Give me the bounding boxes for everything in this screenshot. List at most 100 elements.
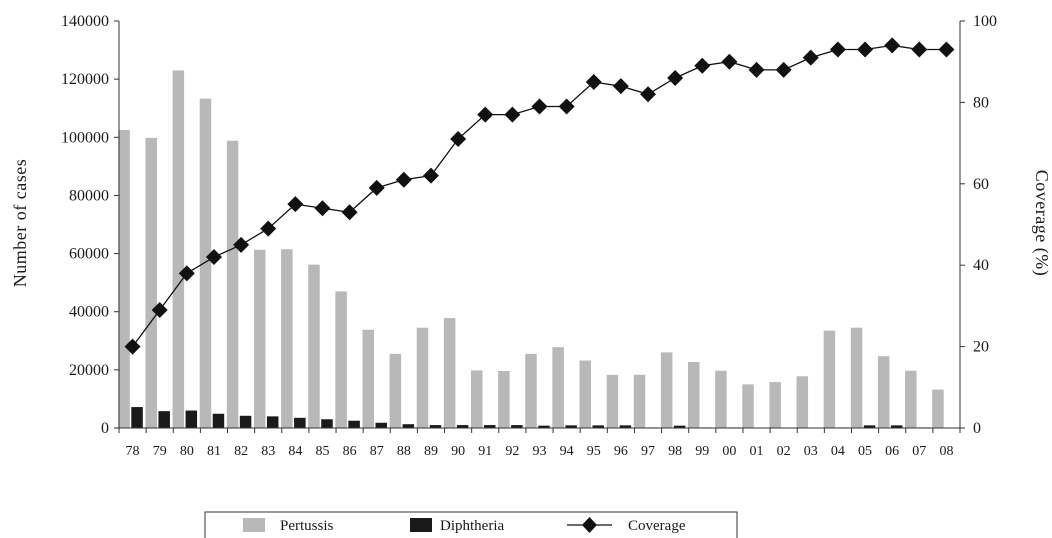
coverage-point: [694, 57, 711, 74]
pertussis-bar: [253, 249, 266, 428]
y-tick-label-left: 20000: [69, 362, 109, 379]
diphtheria-bar: [348, 420, 360, 428]
coverage-point: [829, 41, 846, 58]
right-axis-ticks: 0 20 40 60 80 100: [960, 13, 997, 437]
x-tick-label: 90: [451, 444, 465, 459]
coverage-point: [667, 69, 684, 86]
coverage-point: [178, 265, 195, 282]
y-tick-label-right: 0: [973, 420, 981, 437]
x-tick-label: 06: [885, 444, 899, 459]
x-tick-label: 87: [370, 444, 384, 459]
coverage-point: [233, 236, 250, 253]
pertussis-bar: [172, 70, 185, 429]
diphtheria-bar: [321, 419, 333, 428]
coverage-point: [911, 41, 928, 58]
coverage-point: [721, 53, 738, 70]
pertussis-bar: [389, 353, 402, 428]
pertussis-bar: [823, 330, 836, 428]
diphtheria-bars: [131, 407, 957, 428]
pertussis-bar: [470, 370, 483, 428]
pertussis-bar: [796, 376, 809, 428]
coverage-point: [640, 86, 657, 103]
y-tick-label-right: 40: [973, 257, 989, 274]
diphtheria-bar: [592, 425, 605, 428]
pertussis-bar: [932, 389, 944, 428]
diphtheria-bar: [673, 425, 686, 428]
coverage-point: [205, 249, 222, 266]
pertussis-bar: [850, 327, 863, 428]
x-tick-label: 99: [695, 444, 709, 459]
diphtheria-bar: [483, 425, 496, 428]
coverage-point: [151, 301, 168, 318]
coverage-point: [422, 167, 439, 184]
diphtheria-bar: [266, 416, 279, 428]
y-tick-label-right: 20: [973, 339, 989, 356]
x-tick-label: 82: [234, 444, 248, 459]
x-tick-label: 00: [722, 444, 736, 459]
diphtheria-bar: [375, 422, 387, 428]
x-tick-label: 94: [560, 444, 574, 459]
coverage-point: [884, 37, 901, 54]
diphtheria-bar: [158, 411, 170, 428]
x-tick-label: 83: [261, 444, 275, 459]
y-tick-label-left: 120000: [61, 71, 109, 88]
coverage-point: [558, 98, 575, 115]
x-tick-label: 02: [777, 444, 791, 459]
legend: Pertussis Diphtheria Coverage: [204, 511, 738, 538]
coverage-point: [368, 179, 385, 196]
x-tick-label: 78: [126, 444, 140, 459]
diphtheria-bar: [511, 425, 523, 428]
pertussis-bar: [308, 264, 320, 428]
pertussis-bar: [281, 249, 293, 428]
x-tick-label: 01: [750, 444, 764, 459]
coverage-point: [260, 220, 277, 237]
x-tick-label: 89: [424, 444, 438, 459]
coverage-point: [585, 74, 602, 91]
axes: [118, 21, 961, 429]
x-tick-label: 07: [912, 444, 926, 459]
y-tick-label-left: 60000: [69, 246, 109, 263]
legend-swatch-diphtheria: [410, 518, 432, 532]
y-tick-label-left: 140000: [61, 13, 109, 30]
pertussis-bar: [362, 329, 374, 428]
x-tick-label: 04: [831, 444, 845, 459]
pertussis-bar: [742, 384, 754, 428]
y-tick-label-left: 40000: [69, 304, 109, 321]
pertussis-bar: [118, 130, 130, 428]
pertussis-bar: [525, 353, 537, 428]
diphtheria-bar: [863, 425, 876, 428]
y-axis-title-left: Number of cases: [10, 159, 30, 287]
x-tick-label: 05: [858, 444, 872, 459]
x-tick-label: 97: [641, 444, 655, 459]
legend-label-coverage: Coverage: [628, 518, 686, 534]
coverage-point: [748, 61, 765, 78]
y-tick-label-left: 0: [101, 420, 109, 437]
diphtheria-bar: [538, 425, 550, 428]
x-tick-label: 93: [533, 444, 547, 459]
diphtheria-bar: [565, 425, 577, 428]
y-tick-label-left: 80000: [69, 187, 109, 204]
x-tick-label: 88: [397, 444, 411, 459]
y-axis-title-right: Coverage (%): [1031, 170, 1052, 276]
y-tick-label-right: 80: [973, 94, 989, 111]
coverage-point: [504, 106, 521, 123]
x-tick-label: 79: [153, 444, 167, 459]
pertussis-bar: [199, 98, 212, 429]
y-tick-label-left: 100000: [61, 129, 109, 146]
pertussis-bar: [905, 370, 917, 428]
x-tick-label: 03: [804, 444, 818, 459]
coverage-point: [395, 171, 412, 188]
legend-swatch-pertussis: [243, 518, 265, 532]
y-tick-label-right: 100: [973, 13, 997, 30]
legend-label-pertussis: Pertussis: [280, 518, 334, 534]
pertussis-bar: [579, 360, 592, 428]
legend-box: [204, 511, 738, 538]
pertussis-bar: [416, 327, 429, 428]
pertussis-bar: [660, 352, 673, 428]
coverage-point: [450, 131, 467, 148]
diphtheria-bar: [619, 425, 632, 428]
x-tick-label: 92: [505, 444, 519, 459]
x-axis-ticks: 78 79 80 81 82 83 84 85 86 87 88 89 90 91 92 93 94 95 96 97…: [118, 428, 961, 459]
x-tick-label: 86: [343, 444, 357, 459]
